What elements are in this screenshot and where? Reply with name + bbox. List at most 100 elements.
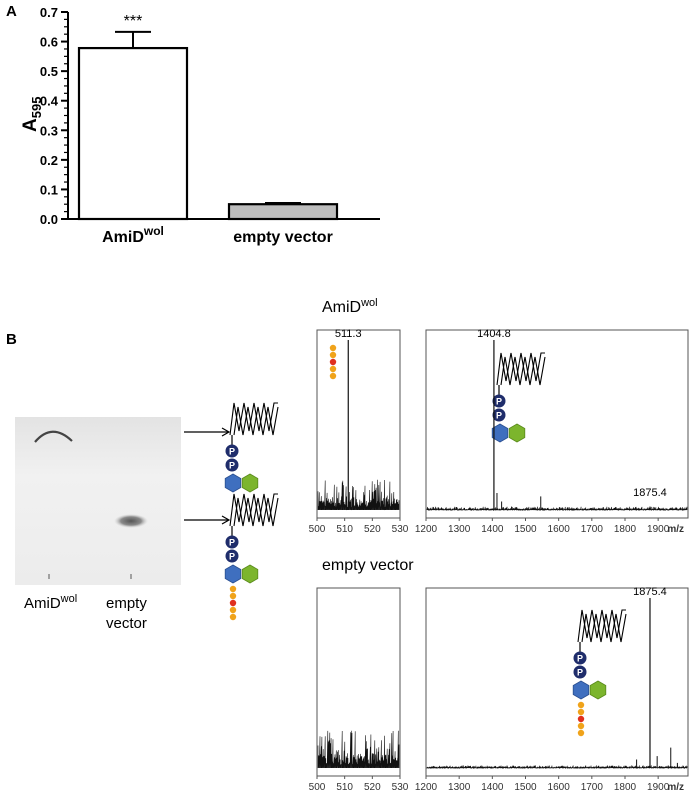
phosphate-label: P bbox=[577, 668, 583, 678]
peptide-residue-free bbox=[329, 365, 337, 373]
bar bbox=[227, 203, 339, 221]
y-tick-label: 0.6 bbox=[40, 35, 58, 50]
ms-tick-label: 510 bbox=[336, 524, 353, 535]
y-tick-label: 0.5 bbox=[40, 64, 58, 79]
ms-tick-label: 1500 bbox=[514, 782, 537, 793]
isoprenoid-chain bbox=[233, 497, 279, 527]
peptide-residue-free bbox=[329, 358, 337, 366]
ms-tick-label: 1900 bbox=[647, 782, 670, 793]
phosphate-circle bbox=[225, 444, 239, 458]
ms-tick-label: 500 bbox=[309, 782, 326, 793]
ms-tick-label: 1900 bbox=[647, 524, 670, 535]
peptide-residue-free bbox=[329, 344, 337, 352]
peptide-residue bbox=[229, 606, 237, 614]
ms-peak-label: 511.3 bbox=[335, 328, 362, 340]
category-name: empty vector bbox=[233, 229, 333, 246]
y-tick-label: 0.3 bbox=[40, 123, 58, 138]
ms-title-amid-sup: wol bbox=[360, 297, 378, 309]
ms-tick-label: 1700 bbox=[581, 782, 604, 793]
panel-a-label: A bbox=[6, 3, 17, 20]
ms-frame bbox=[425, 587, 689, 777]
phosphate-circle bbox=[573, 651, 587, 665]
isoprenoid-chain bbox=[233, 406, 279, 436]
ms-tick-label: 530 bbox=[392, 524, 409, 535]
peptide-residue bbox=[229, 592, 237, 600]
peptide-residue-free bbox=[329, 372, 337, 380]
peptide-residue bbox=[577, 708, 585, 716]
panel-b-label: B bbox=[6, 331, 17, 348]
phosphate-circle bbox=[225, 535, 239, 549]
ms-peak-label: 1875.4 bbox=[633, 487, 667, 499]
ms-tick-label: 1600 bbox=[548, 524, 571, 535]
significance-label: *** bbox=[124, 13, 143, 30]
isoprenoid-chain bbox=[500, 356, 546, 386]
tlc-plate-background bbox=[15, 417, 181, 585]
peptide-residue bbox=[577, 729, 585, 737]
phosphate-circle bbox=[492, 394, 506, 408]
ms-tick-label: 1700 bbox=[581, 524, 604, 535]
ms-baseline-trace bbox=[317, 730, 400, 769]
lipid-glyph: PP bbox=[572, 609, 627, 737]
lipid-glyph: PP bbox=[491, 352, 546, 443]
ms-frame bbox=[425, 329, 689, 519]
glcnac-hexagon bbox=[224, 564, 242, 584]
category-label: AmiDwol bbox=[102, 224, 164, 246]
glcnac-hexagon bbox=[491, 423, 509, 443]
category-name: AmiD bbox=[102, 229, 144, 246]
ms-baseline-trace bbox=[317, 479, 400, 511]
y-axis-label: A595 bbox=[20, 97, 44, 132]
phosphate-label: P bbox=[229, 461, 235, 471]
peptide-residue bbox=[577, 715, 585, 723]
tlc-plate: AmiDwol empty vector bbox=[15, 417, 231, 632]
bars: *** bbox=[77, 13, 339, 221]
tlc-lane1-name: AmiD bbox=[24, 595, 61, 612]
ms-tick-label: 510 bbox=[336, 782, 353, 793]
ms-title-amid-name: AmiD bbox=[322, 299, 361, 316]
ms-tick-label: 520 bbox=[364, 524, 381, 535]
ms-tick-label: 520 bbox=[364, 782, 381, 793]
ms-peak-label: 1875.4 bbox=[633, 586, 667, 598]
y-tick-label: 0.1 bbox=[40, 182, 58, 197]
ms-peak-label: 1404.8 bbox=[477, 328, 511, 340]
y-tick-label: 0.0 bbox=[40, 212, 58, 227]
murnac-hexagon bbox=[241, 564, 259, 584]
bar bbox=[77, 46, 189, 221]
glcnac-hexagon bbox=[572, 680, 590, 700]
phosphate-circle bbox=[492, 408, 506, 422]
isoprenoid-chain bbox=[581, 613, 627, 643]
peptide-residue-free bbox=[329, 351, 337, 359]
phosphate-label: P bbox=[229, 538, 235, 548]
ms-tick-label: 1300 bbox=[448, 524, 471, 535]
tlc-lane2-label-1: empty bbox=[106, 595, 147, 612]
ms-baseline-trace bbox=[426, 506, 688, 512]
glcnac-hexagon bbox=[224, 473, 242, 493]
tlc-lane1-sup: wol bbox=[60, 593, 78, 605]
arrow-upper bbox=[184, 427, 231, 437]
mass-spectra: 511.3 500 510 520 530 1404.8 1875.4 1200 1300 140… bbox=[309, 328, 689, 793]
y-axis-label-sub: 595 bbox=[29, 97, 44, 119]
peptide-residue bbox=[577, 722, 585, 730]
phosphate-circle bbox=[573, 665, 587, 679]
phosphate-label: P bbox=[577, 654, 583, 664]
category-superscript: wol bbox=[143, 224, 164, 238]
ms-baseline-trace bbox=[426, 765, 688, 770]
category-labels: AmiDwol empty vector bbox=[102, 224, 333, 246]
ms-title-empty: empty vector bbox=[322, 557, 414, 574]
ms-tick-label: 530 bbox=[392, 782, 409, 793]
lipid-glyph: PP bbox=[224, 493, 279, 621]
bar-chart: 0.0 0.1 0.2 0.3 0.4 0.5 0.6 0.7 *** A595 AmiDwo… bbox=[20, 5, 380, 246]
ms-tick-label: 1400 bbox=[481, 782, 504, 793]
ms-tick-label: 1800 bbox=[614, 524, 637, 535]
ms-tick-label: 1300 bbox=[448, 782, 471, 793]
ms-frame bbox=[316, 587, 401, 777]
phosphate-circle bbox=[225, 458, 239, 472]
ms-title-amid: AmiDwol bbox=[322, 297, 378, 316]
ms-tick-label: 1200 bbox=[415, 524, 438, 535]
ms-tick-label: 1200 bbox=[415, 782, 438, 793]
y-axis-label-main: A bbox=[20, 118, 41, 132]
y-tick-label: 0.2 bbox=[40, 153, 58, 168]
murnac-hexagon bbox=[589, 680, 607, 700]
arrow-lower bbox=[184, 515, 231, 525]
phosphate-label: P bbox=[229, 447, 235, 457]
